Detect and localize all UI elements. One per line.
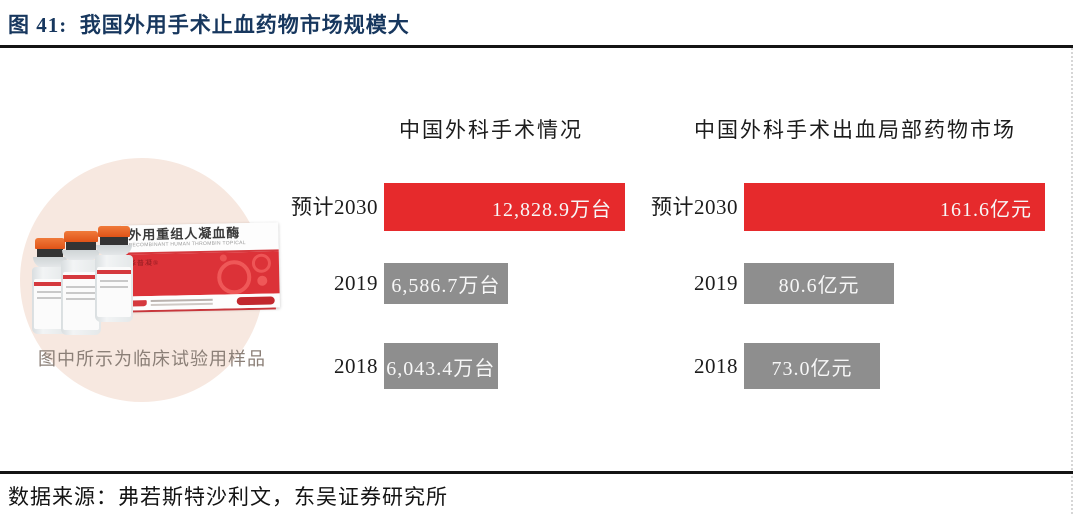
chart2-title: 中国外科手术出血局部药物市场 [694, 118, 1016, 142]
chart1-title: 中国外科手术情况 [399, 118, 583, 142]
vial-label-stripe [34, 282, 66, 286]
data-source-note: 数据来源：弗若斯特沙利文，东吴证券研究所 [8, 485, 448, 509]
chart1-category-2030: 预计2030 [291, 195, 378, 219]
vial-label [34, 279, 66, 329]
vial-label-stripe [97, 270, 131, 274]
decorative-circle-icon [216, 259, 252, 295]
manufacturer-text-blur [150, 298, 213, 303]
chart1-bar-track: 6,586.7万台 [384, 263, 625, 304]
chart1-bar-2018: 6,043.4万台 [384, 343, 498, 389]
right-dotted-border [1071, 48, 1073, 514]
vial-cap [35, 238, 65, 249]
vial-neck [37, 249, 63, 257]
chart2-bar-track: 80.6亿元 [744, 263, 1045, 304]
product-box-front-panel: 外用重组人凝血酶 RECOMBINANT HUMAN THROMBIN TOPI… [121, 222, 279, 255]
vial-cap [98, 226, 130, 237]
chart2-category-2019: 2019 [694, 271, 738, 295]
product-box-red-band: 泽普凝® [121, 251, 280, 297]
vial-label-line [37, 291, 63, 293]
vial-body [32, 267, 68, 334]
vial-label-stripe [63, 275, 99, 279]
chart2-value-2030: 161.6亿元 [940, 198, 1032, 221]
vial-label-line [66, 298, 96, 300]
chart2-bar-track: 161.6亿元 [744, 183, 1045, 231]
chart1-value-2019: 6,586.7万台 [391, 275, 501, 297]
vial-shoulder [33, 257, 67, 269]
vial-neck [100, 237, 128, 245]
chart1-bar-2030: 12,828.9万台 [384, 183, 625, 231]
decorative-dot-icon [257, 275, 268, 286]
chart2-bar-2030: 161.6亿元 [744, 183, 1045, 231]
vial-shoulder [96, 245, 132, 257]
decorative-dot-icon [219, 254, 227, 262]
top-divider [0, 45, 1073, 48]
chart2-category-2018: 2018 [694, 354, 738, 378]
vial-label-line [66, 286, 96, 288]
figure-title: 图 41: 我国外用手术止血药物市场规模大 [8, 13, 410, 37]
product-brand-text: 泽普凝® [128, 258, 160, 268]
chart2-bar-track: 73.0亿元 [744, 343, 1045, 389]
vial-shoulder [62, 250, 100, 262]
chart2-bar-2018: 73.0亿元 [744, 343, 880, 389]
vial-label-line [66, 292, 96, 294]
chart1-value-2030: 12,828.9万台 [492, 198, 612, 221]
chart2-category-2030: 预计2030 [651, 195, 738, 219]
vial-image [95, 226, 133, 322]
chart1-bar-track: 6,043.4万台 [384, 343, 625, 389]
chart1-value-2018: 6,043.4万台 [386, 357, 496, 380]
vial-image [32, 238, 68, 334]
bottom-divider [0, 471, 1073, 474]
vial-image [61, 231, 101, 335]
chart2-bar-2019: 80.6亿元 [744, 263, 895, 304]
chart1-category-2019: 2019 [334, 271, 378, 295]
vial-label-line [100, 280, 128, 282]
vial-body [61, 260, 101, 335]
vial-body [95, 255, 133, 322]
chart1-category-2018: 2018 [334, 354, 378, 378]
vial-label-line [100, 286, 128, 288]
vial-label [63, 272, 99, 330]
chart2-value-2019: 80.6亿元 [778, 275, 860, 297]
chart1-bar-2019: 6,586.7万台 [384, 263, 508, 304]
vial-neck [66, 242, 96, 250]
decorative-circle-icon [251, 253, 272, 273]
chart1-bar-track: 12,828.9万台 [384, 183, 625, 231]
vial-label-line [37, 297, 63, 299]
vial-label [97, 267, 131, 317]
batch-code-badge [236, 296, 275, 306]
product-box-image: 外用重组人凝血酶 RECOMBINANT HUMAN THROMBIN TOPI… [121, 222, 280, 311]
chart2-value-2018: 73.0亿元 [771, 357, 853, 380]
sample-disclaimer-caption: 图中所示为临床试验用样品 [38, 349, 266, 369]
vial-cap [64, 231, 98, 242]
